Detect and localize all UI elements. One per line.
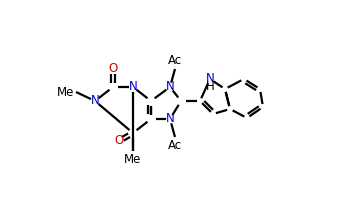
Text: N: N	[205, 72, 215, 85]
Text: H: H	[205, 79, 215, 92]
Text: Me: Me	[57, 85, 74, 99]
Text: Ac: Ac	[168, 54, 182, 67]
Text: O: O	[109, 62, 118, 76]
Text: N: N	[166, 81, 174, 94]
Text: Ac: Ac	[168, 139, 182, 152]
Text: Me: Me	[124, 153, 142, 166]
Text: N: N	[166, 113, 174, 125]
Text: O: O	[114, 134, 124, 148]
Text: N: N	[91, 95, 99, 108]
Text: N: N	[129, 81, 137, 94]
